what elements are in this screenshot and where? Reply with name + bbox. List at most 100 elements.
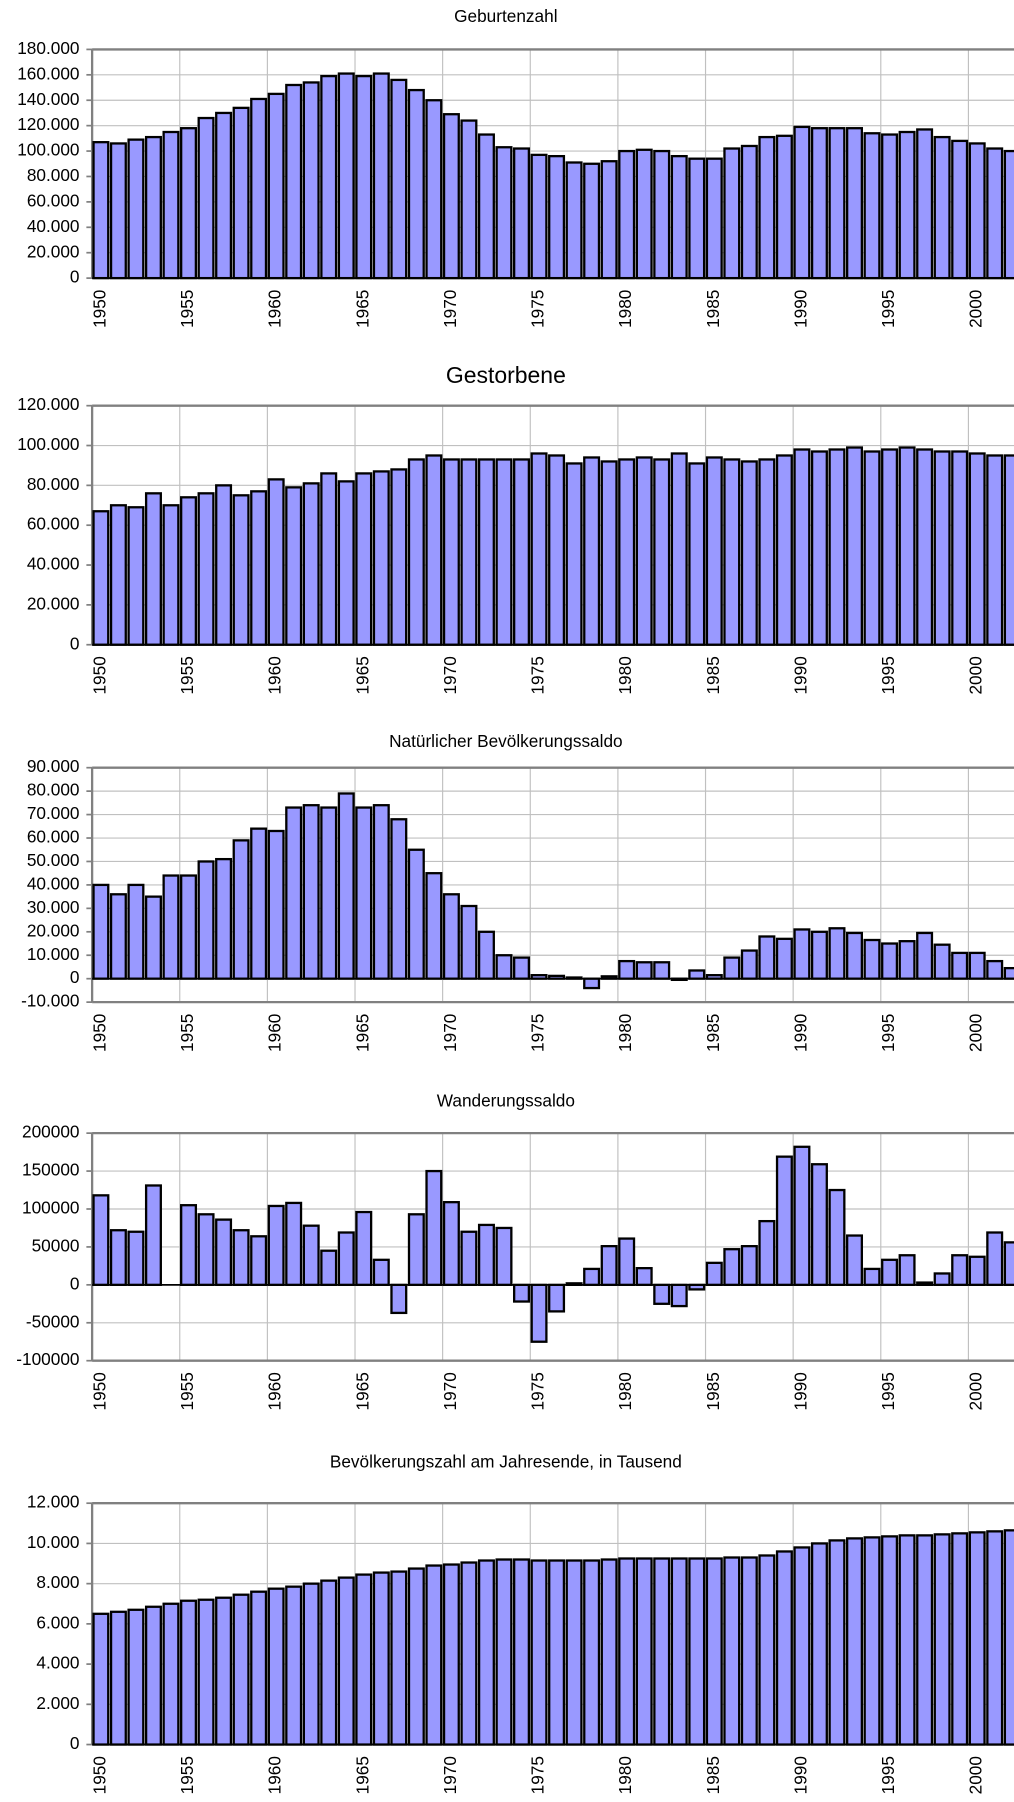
bar <box>477 930 495 980</box>
bar <box>881 133 899 280</box>
y-tick-label: 30.000 <box>27 897 80 917</box>
bar <box>232 494 250 646</box>
bar <box>740 949 758 980</box>
bar <box>951 951 969 980</box>
bar <box>320 74 338 280</box>
bar <box>513 458 531 646</box>
bar <box>951 1254 969 1286</box>
bar <box>793 1546 811 1746</box>
bar <box>828 927 846 980</box>
x-tick-label: 1995 <box>878 1372 898 1410</box>
bar <box>845 127 864 280</box>
x-tick-label: 1960 <box>265 1372 285 1410</box>
bar <box>793 448 811 646</box>
y-tick-label: -100000 <box>16 1349 79 1369</box>
bar <box>460 904 478 980</box>
bar <box>180 1599 198 1746</box>
x-tick-label: 1975 <box>528 1372 548 1410</box>
x-tick-label: 1955 <box>177 290 197 328</box>
bar <box>968 951 986 980</box>
bar <box>267 829 285 980</box>
bar <box>250 1235 268 1286</box>
y-tick-label: 50000 <box>32 1235 80 1255</box>
bar <box>863 450 881 646</box>
bar <box>565 161 583 280</box>
x-tick-label: 1995 <box>878 1014 898 1052</box>
bar <box>215 1218 233 1286</box>
bar <box>530 153 548 280</box>
chart-title: Gestorbene <box>446 362 566 388</box>
bar <box>688 969 706 980</box>
bar <box>618 959 636 980</box>
y-tick-label: 100000 <box>22 1198 79 1218</box>
bar <box>740 460 758 646</box>
bar <box>775 937 793 980</box>
bar <box>986 454 1004 646</box>
x-tick-label: 1980 <box>615 1014 635 1052</box>
bar <box>653 1283 671 1305</box>
bar <box>845 1537 864 1746</box>
bar <box>845 446 864 646</box>
bar <box>232 839 250 980</box>
bar <box>355 1210 373 1286</box>
bar <box>407 1213 425 1286</box>
bar <box>302 804 320 980</box>
bar <box>442 893 460 980</box>
bar <box>933 135 951 280</box>
bar <box>513 1558 531 1746</box>
bar <box>285 806 303 980</box>
x-tick-label: 1965 <box>352 1014 372 1052</box>
bar <box>407 458 425 646</box>
bar <box>845 1234 864 1286</box>
bar <box>337 792 355 980</box>
x-tick-label: 2000 <box>966 1756 986 1794</box>
bar <box>793 1145 811 1286</box>
bar <box>267 92 285 280</box>
bar <box>600 1245 618 1286</box>
bar <box>495 1558 513 1746</box>
bar <box>442 458 460 646</box>
bar <box>495 146 513 280</box>
bar <box>250 1590 268 1746</box>
bar <box>968 452 986 646</box>
x-tick-label: 1950 <box>89 1756 109 1794</box>
bar <box>197 1213 215 1286</box>
y-tick-label: 60.000 <box>27 190 80 210</box>
x-tick-label: 1985 <box>703 290 723 328</box>
bar <box>162 1602 180 1746</box>
bar <box>881 1258 899 1286</box>
bar <box>355 1573 373 1746</box>
bar <box>968 142 986 280</box>
y-tick-label: 120.000 <box>17 394 79 414</box>
bar <box>197 1598 215 1746</box>
bar <box>302 482 320 646</box>
bar <box>810 930 828 980</box>
x-tick-label: 1990 <box>790 1756 810 1794</box>
bar <box>442 1201 460 1286</box>
bar <box>863 1267 881 1286</box>
x-tick-label: 1985 <box>703 1756 723 1794</box>
x-tick-label: 1955 <box>177 1014 197 1052</box>
bar <box>250 97 268 280</box>
bar <box>548 1283 566 1313</box>
bar <box>898 130 916 280</box>
bar <box>215 111 233 280</box>
bar <box>390 818 408 980</box>
bar <box>144 895 162 980</box>
bar <box>1003 149 1014 280</box>
bar <box>109 1229 127 1286</box>
bar <box>828 448 846 646</box>
bar <box>705 157 723 280</box>
x-tick-label: 1995 <box>878 290 898 328</box>
bar <box>477 458 495 646</box>
bar <box>215 857 233 980</box>
x-tick-label: 1980 <box>615 656 635 694</box>
bar <box>548 154 566 280</box>
bar <box>477 1223 495 1286</box>
bar <box>898 1534 916 1746</box>
bar <box>215 1596 233 1746</box>
bar <box>144 492 162 646</box>
bar <box>92 883 110 980</box>
x-tick-label: 1975 <box>528 1014 548 1052</box>
x-tick-label: 2000 <box>966 1014 986 1052</box>
